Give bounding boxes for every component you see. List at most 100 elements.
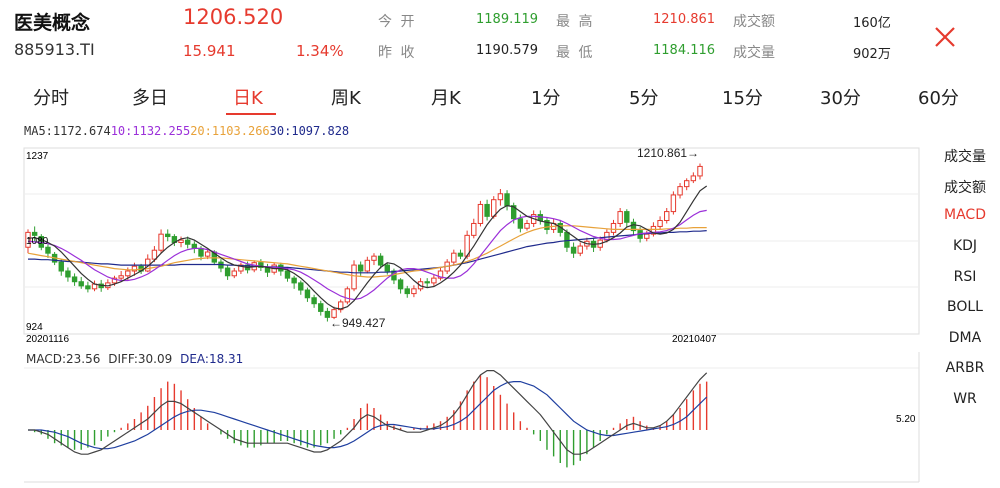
candle-body	[111, 277, 118, 284]
candle-body	[677, 186, 683, 196]
prev-close-value: 1190.579	[476, 43, 539, 58]
amount-value: 160亿	[853, 16, 891, 31]
candle-body	[657, 219, 663, 227]
candle-body	[610, 222, 617, 233]
volume-label: 成交量	[733, 45, 775, 61]
candle-body	[25, 231, 31, 248]
candle-body	[351, 264, 357, 290]
ma5-value: MA5:1172.674	[24, 124, 111, 138]
high-marker: 1210.861→	[637, 146, 699, 160]
macd-scale: 5.20	[896, 414, 916, 425]
ma20-value: 20:1103.266	[190, 124, 270, 138]
candle-body	[224, 267, 231, 277]
tab-1min[interactable]: 1分	[531, 88, 561, 109]
candle-body	[477, 203, 484, 224]
ma20-line	[27, 225, 707, 278]
candle-body	[471, 222, 477, 236]
candle-body	[338, 301, 344, 311]
volume-value: 902万	[853, 47, 891, 62]
candle-body	[357, 264, 364, 272]
candle-body	[198, 247, 204, 257]
diff-line	[28, 370, 708, 455]
candle-body	[304, 289, 311, 299]
tab-monthly-k[interactable]: 月K	[431, 88, 461, 109]
high-value: 1210.861	[653, 12, 716, 27]
candle-body	[670, 194, 677, 213]
y-axis-bottom: 924	[26, 322, 43, 333]
candle-body	[85, 285, 91, 290]
side-wr[interactable]: WR	[953, 391, 977, 407]
candle-body	[311, 297, 317, 305]
kline-chart[interactable]: 1237 1080 924 20201116 20210407 1210.861…	[0, 140, 925, 345]
candle-body	[384, 264, 390, 272]
candle-body	[424, 281, 430, 284]
side-arbr[interactable]: ARBR	[945, 360, 985, 376]
tab-5min[interactable]: 5分	[629, 88, 659, 109]
candle-body	[511, 205, 517, 220]
candle-body	[683, 180, 690, 188]
low-label: 最 低	[556, 45, 595, 61]
side-boll[interactable]: BOLL	[947, 299, 983, 315]
candle-body	[650, 225, 657, 235]
y-axis-top: 1237	[26, 151, 49, 162]
tab-daily-k[interactable]: 日K	[233, 88, 263, 109]
tab-intraday[interactable]: 分时	[33, 88, 69, 109]
side-amount[interactable]: 成交额	[944, 180, 986, 196]
candle-body	[258, 262, 264, 268]
candle-body	[437, 270, 444, 279]
candle-body	[617, 211, 623, 224]
ma10-line	[27, 209, 707, 301]
side-macd[interactable]: MACD	[944, 207, 986, 223]
candle-body	[318, 303, 324, 312]
side-kdj[interactable]: KDJ	[952, 238, 978, 254]
candle-body	[371, 255, 377, 261]
tab-weekly-k[interactable]: 周K	[331, 88, 361, 109]
candle-body	[644, 233, 650, 239]
ma30-value: 30:1097.828	[269, 124, 350, 138]
candle-body	[78, 281, 84, 287]
tab-60min[interactable]: 60分	[918, 88, 959, 109]
candle-body	[284, 270, 291, 279]
candle-body	[364, 259, 371, 272]
candle-body	[697, 165, 703, 177]
candle-body	[331, 309, 337, 318]
candle-body	[178, 239, 184, 243]
x-axis-end: 20210407	[672, 334, 717, 345]
open-label: 今 开	[378, 14, 417, 30]
candle-body	[125, 270, 131, 277]
candle-body	[451, 252, 457, 263]
stock-code: 885913.TI	[14, 40, 95, 59]
low-marker: ←949.427	[330, 316, 386, 330]
y-axis-mid: 1080	[26, 236, 49, 247]
candle-body	[184, 239, 191, 245]
price-change-pct: 1.34%	[296, 42, 344, 60]
candle-body	[431, 277, 437, 284]
open-value: 1189.119	[476, 12, 539, 27]
macd-chart[interactable]: 5.20	[0, 340, 925, 485]
candle-body	[324, 310, 331, 318]
candle-body	[544, 219, 550, 230]
candle-body	[45, 246, 51, 254]
tab-15min[interactable]: 15分	[722, 88, 763, 109]
dea-value: DEA:18.31	[180, 352, 244, 366]
active-tab-underline	[226, 113, 276, 115]
current-price: 1206.520	[183, 5, 284, 29]
side-dma[interactable]: DMA	[948, 330, 982, 346]
candle-body	[517, 218, 524, 229]
candle-body	[504, 193, 510, 207]
tab-multi-day[interactable]: 多日	[132, 88, 168, 109]
side-volume[interactable]: 成交量	[944, 149, 986, 165]
candle-body	[664, 211, 670, 221]
close-button[interactable]	[930, 22, 960, 52]
candle-body	[65, 270, 71, 278]
side-rsi[interactable]: RSI	[953, 269, 977, 285]
ma10-value: 10:1132.255	[110, 124, 191, 138]
tab-30min[interactable]: 30分	[820, 88, 861, 109]
candle-body	[71, 276, 78, 283]
candle-body	[604, 231, 610, 241]
stock-name: 医美概念	[14, 12, 91, 34]
candle-body	[397, 279, 404, 290]
macd-value: MACD:23.56	[26, 352, 101, 366]
ma30-line	[28, 230, 707, 274]
candle-body	[497, 193, 504, 201]
